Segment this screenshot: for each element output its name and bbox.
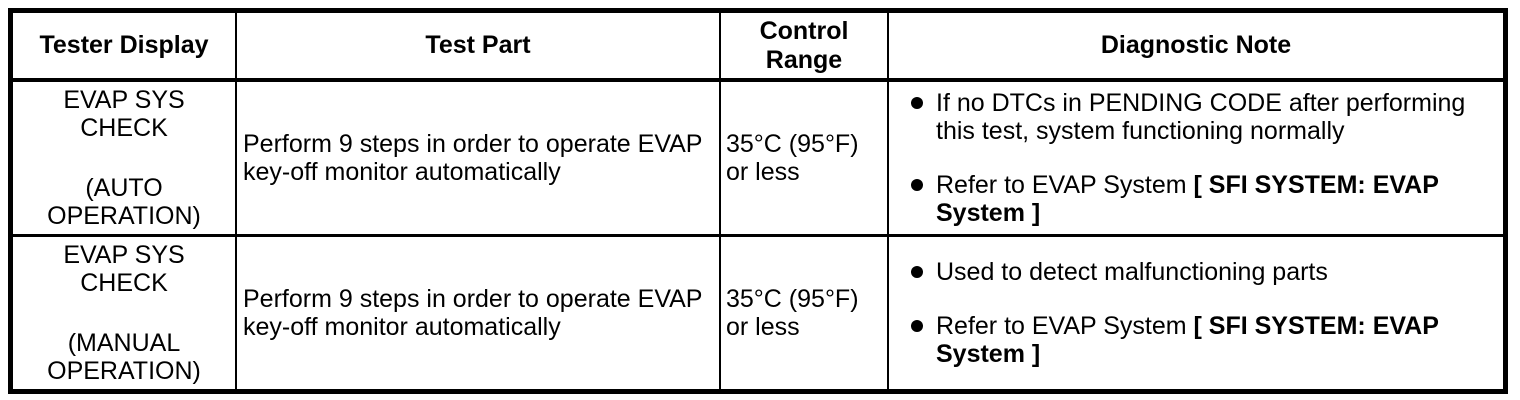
note-text-bold: [ SFI SYSTEM: EVAP System ] [936,171,1439,228]
diagnostic-table: Tester Display Test Part Control Range D… [8,8,1508,394]
note-text-bold: [ SFI SYSTEM: EVAP System ] [936,311,1439,369]
table-row-auto-operation: EVAP SYS CHECK (AUTO OPERATION) Perform … [13,82,1503,234]
header-test-part: Test Part [237,13,721,78]
cell-tester-display: EVAP SYS CHECK (AUTO OPERATION) [13,82,237,234]
cell-diagnostic-note: Used to detect malfunctioning parts Refe… [889,237,1503,389]
bullet-icon [911,96,923,109]
bullet-icon [911,179,923,191]
note-text: Used to detect malfunctioning parts [936,258,1328,286]
tester-display-mode: (MANUAL OPERATION) [47,329,201,386]
cell-test-part: Perform 9 steps in order to operate EVAP… [237,82,721,234]
table-row-manual-operation: EVAP SYS CHECK (MANUAL OPERATION) Perfor… [13,234,1503,389]
header-tester-display-label: Tester Display [39,31,209,60]
tester-display-title: EVAP SYS CHECK [63,240,185,297]
test-part-text: Perform 9 steps in order to operate EVAP… [243,284,703,341]
note-text-regular: Refer to EVAP System [936,171,1194,199]
note-text-regular: Refer to EVAP System [936,311,1194,340]
header-tester-display: Tester Display [13,13,237,78]
test-part-text: Perform 9 steps in order to operate EVAP… [243,129,703,186]
header-diagnostic-note-label: Diagnostic Note [1100,31,1292,60]
header-control-range-label: Control Range [759,17,849,74]
cell-tester-display: EVAP SYS CHECK (MANUAL OPERATION) [13,237,237,389]
note-text: Refer to EVAP System [ SFI SYSTEM: EVAP … [936,171,1477,228]
bullet-icon [911,319,923,332]
cell-control-range: 35°C (95°F) or less [721,82,889,234]
tester-display-title: EVAP SYS CHECK [63,85,185,142]
note-text-regular: If no DTCs in PENDING CODE after perform… [936,88,1466,145]
cell-control-range: 35°C (95°F) or less [721,237,889,389]
note-text-regular: Used to detect malfunctioning parts [936,257,1328,286]
note-text: Refer to EVAP System [ SFI SYSTEM: EVAP … [936,312,1477,369]
header-test-part-label: Test Part [425,31,531,60]
note-text: If no DTCs in PENDING CODE after perform… [936,89,1477,146]
diagnostic-note-item: Refer to EVAP System [ SFI SYSTEM: EVAP … [911,312,1477,369]
cell-diagnostic-note: If no DTCs in PENDING CODE after perform… [889,82,1503,234]
tester-display-mode: (AUTO OPERATION) [47,174,201,231]
control-range-text: 35°C (95°F) or less [726,284,859,341]
table-header-row: Tester Display Test Part Control Range D… [13,13,1503,82]
header-control-range: Control Range [721,13,889,78]
header-diagnostic-note: Diagnostic Note [889,13,1503,78]
bullet-icon [911,265,923,278]
diagnostic-note-item: If no DTCs in PENDING CODE after perform… [911,89,1477,146]
control-range-text: 35°C (95°F) or less [726,129,859,186]
cell-test-part: Perform 9 steps in order to operate EVAP… [237,237,721,389]
diagnostic-note-item: Used to detect malfunctioning parts [911,258,1477,286]
diagnostic-note-item: Refer to EVAP System [ SFI SYSTEM: EVAP … [911,171,1477,228]
